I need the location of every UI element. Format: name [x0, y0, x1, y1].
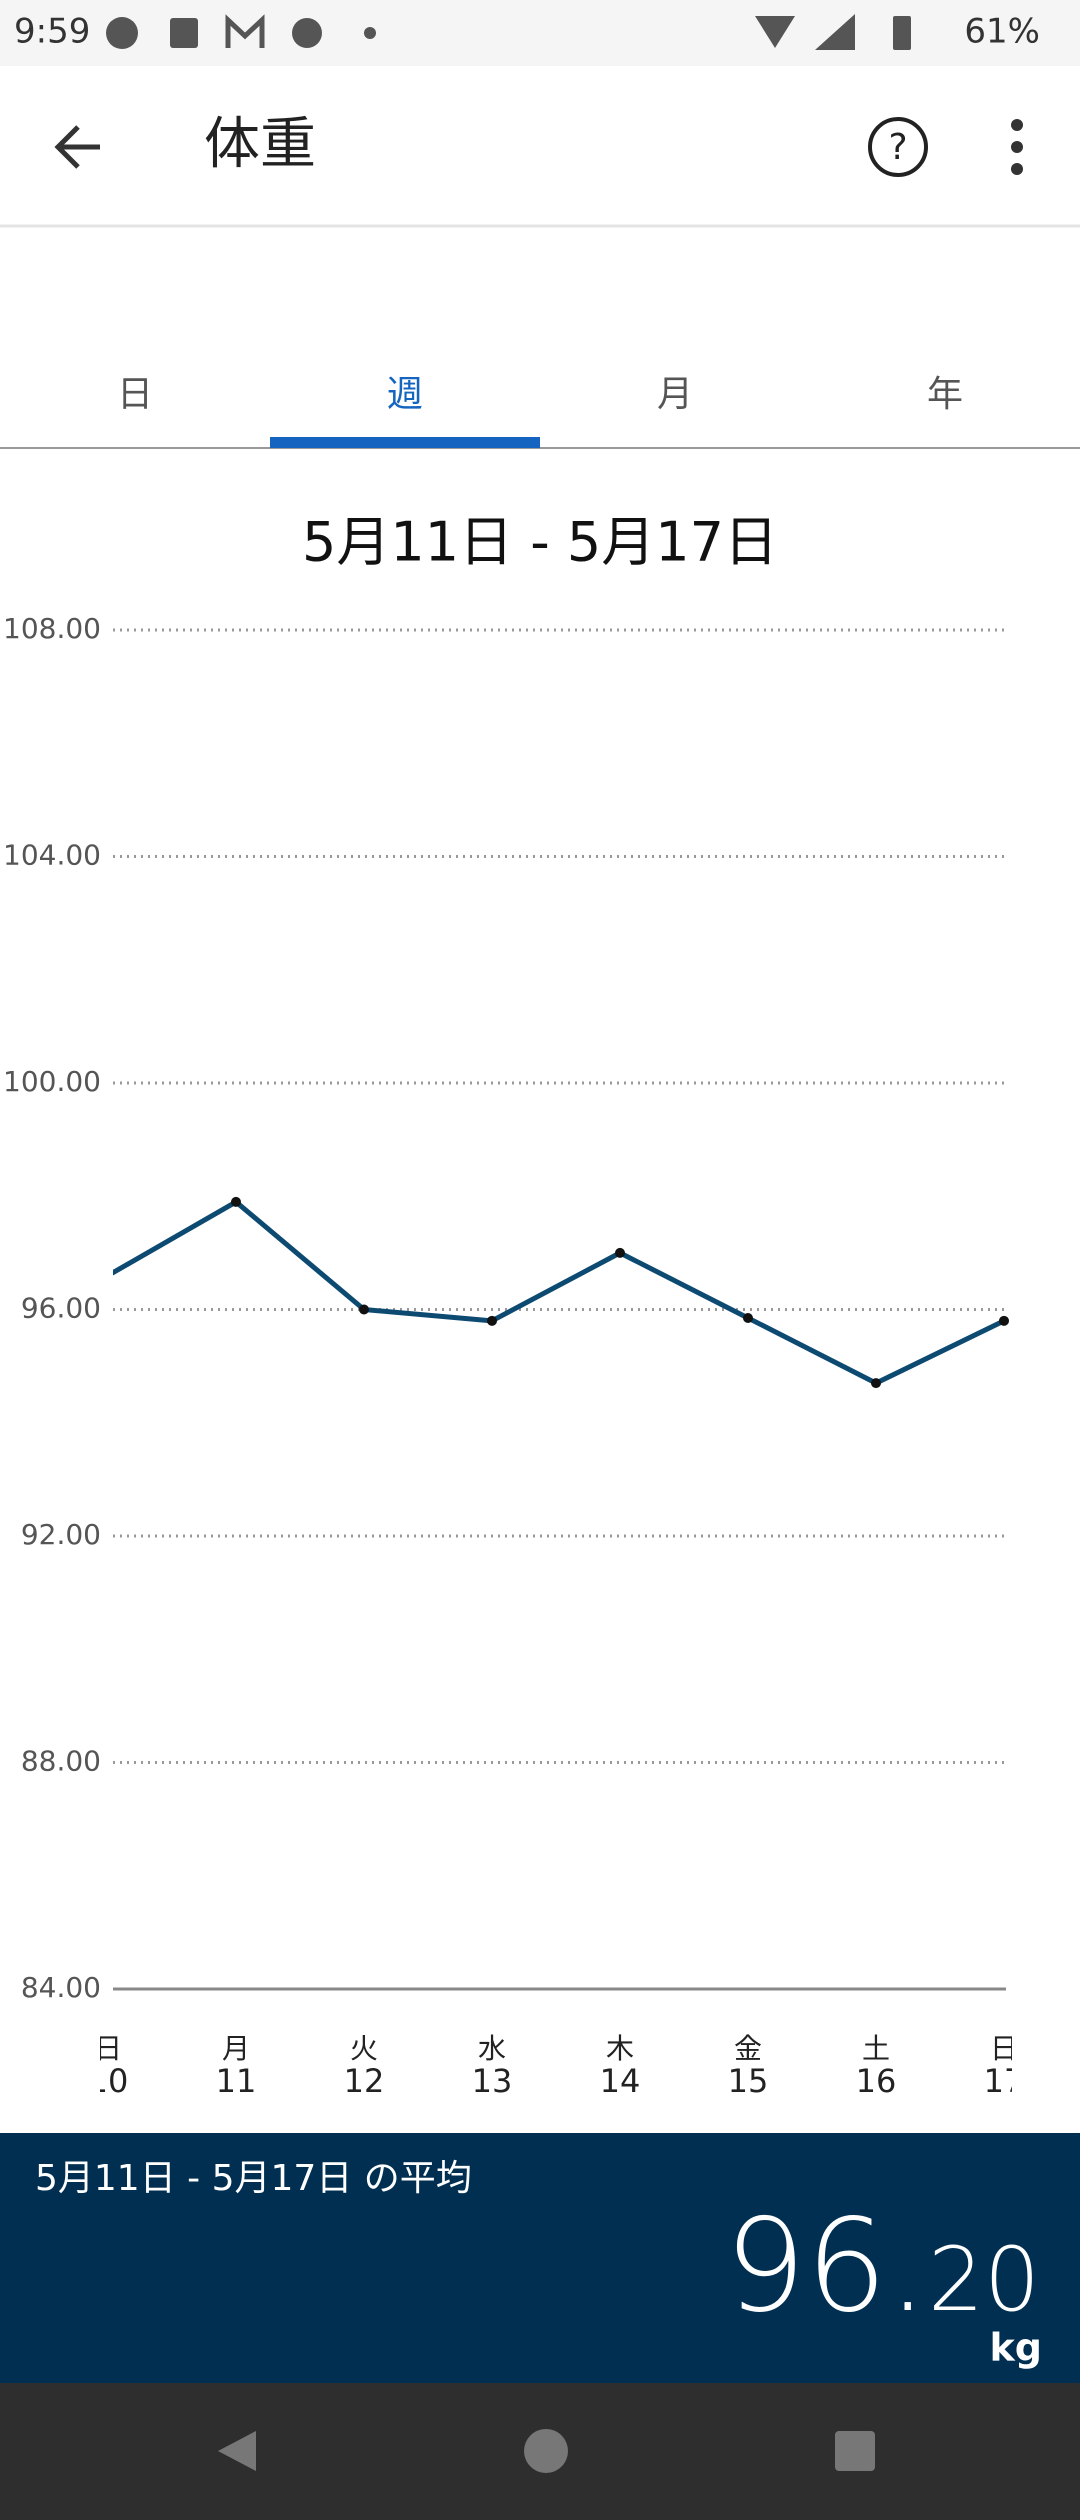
x-tick-weekday: 月 [222, 2032, 250, 2065]
tab[interactable]: 年 [927, 374, 963, 415]
summary-value: 96.20 [724, 2192, 1040, 2341]
data-point [487, 1315, 497, 1326]
x-tick-weekday: 金 [734, 2032, 762, 2065]
summary-fraction: 20 [928, 2228, 1040, 2331]
svg-text:?: ? [888, 127, 907, 168]
menu-button[interactable] [1011, 119, 1023, 175]
data-point [103, 1271, 113, 1281]
back-button[interactable] [54, 125, 100, 169]
tab[interactable]: 月 [657, 374, 693, 415]
nav-home[interactable] [524, 2429, 568, 2473]
data-point [231, 1196, 241, 1207]
x-tick-date: 11 [216, 2062, 257, 2100]
data-line [113, 1199, 1006, 1386]
grid: 84.00 88.00 92.00 96.00 100.00 104.00 108.00 [3, 612, 1006, 2004]
x-tick-date: 17 [984, 2062, 1025, 2100]
tab[interactable]: 日 [117, 374, 153, 415]
summary-whole: 96. [724, 2192, 928, 2341]
nav-back[interactable] [218, 2431, 256, 2471]
x-tick-date: 12 [344, 2062, 385, 2100]
x-tick-weekday: 日 [990, 2032, 1018, 2065]
y-tick-label: 104.00 [3, 839, 101, 872]
x-tick-weekday: 水 [478, 2032, 506, 2065]
y-tick-label: 84.00 [21, 1971, 101, 2004]
summary-label: 5月11日 - 5月17日 の平均 [35, 2158, 472, 2199]
app-bar [0, 66, 1080, 226]
data-point [743, 1312, 753, 1323]
x-tick-date: 14 [600, 2062, 641, 2100]
plot [103, 1196, 1009, 1389]
x-tick-weekday: 日 [94, 2032, 122, 2065]
y-tick-label: 108.00 [3, 612, 101, 645]
y-tick-label: 96.00 [21, 1292, 101, 1325]
x-tick-date: 13 [472, 2062, 513, 2100]
status-bar [0, 0, 1080, 66]
data-point [615, 1247, 625, 1258]
x-tick-date: 10 [88, 2062, 129, 2100]
tab-bar: 日週月年 [117, 374, 963, 415]
help-button[interactable]: ? [868, 117, 928, 177]
y-tick-label: 92.00 [21, 1518, 101, 1551]
app-title: 体重 [204, 112, 316, 177]
x-tick-date: 15 [728, 2062, 769, 2100]
data-point [999, 1315, 1009, 1326]
tab-indicator [270, 437, 540, 448]
y-tick-label: 100.00 [3, 1065, 101, 1098]
y-tick-label: 88.00 [21, 1745, 101, 1778]
summary-unit: kg [990, 2326, 1042, 2370]
status-time: 9:59 [14, 12, 90, 52]
data-point [871, 1378, 881, 1389]
tab[interactable]: 週 [387, 374, 423, 415]
x-tick-weekday: 火 [350, 2032, 378, 2065]
x-tick-weekday: 土 [862, 2032, 890, 2065]
chart-title: 5月11日 - 5月17日 [302, 511, 778, 574]
summary-banner [0, 2133, 1080, 2383]
data-point [359, 1304, 369, 1315]
x-tick-date: 16 [856, 2062, 897, 2100]
status-icons [106, 14, 911, 50]
x-tick-weekday: 木 [606, 2032, 634, 2065]
status-battery: 61% [964, 12, 1040, 52]
nav-recents[interactable] [835, 2431, 875, 2471]
